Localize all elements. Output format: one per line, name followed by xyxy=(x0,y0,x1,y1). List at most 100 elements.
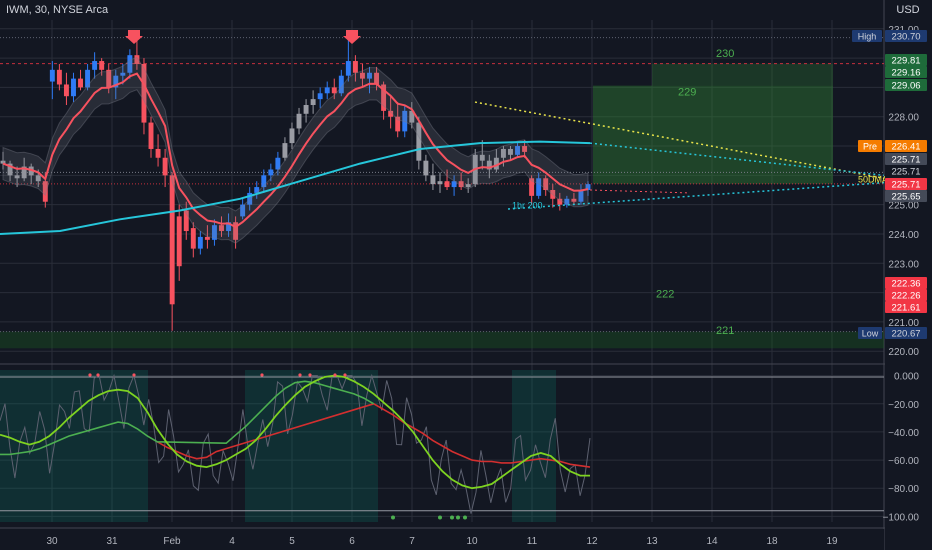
annotation-label: 221 xyxy=(716,325,734,337)
price-tag-value: 225.71 xyxy=(891,167,920,178)
candle-body xyxy=(465,184,471,188)
price-tag-value: 229.06 xyxy=(891,81,920,92)
price-tag xyxy=(885,289,927,301)
candle-body xyxy=(338,75,344,94)
moving-averages xyxy=(0,56,885,244)
candle-body xyxy=(233,222,239,240)
sell-signal-arrow xyxy=(125,29,143,44)
time-tick-label: 6 xyxy=(349,536,355,547)
candle-body xyxy=(162,157,168,176)
trend-line-red xyxy=(589,189,691,194)
target-zone-upper xyxy=(652,63,833,86)
time-tick-label: 30 xyxy=(46,536,58,547)
candle-body xyxy=(14,175,20,179)
candle-body xyxy=(183,210,189,232)
osc-buy-dot xyxy=(391,515,395,520)
osc-tick-label: −100.00 xyxy=(883,512,920,523)
price-tag xyxy=(885,178,927,190)
osc-slow-line-red xyxy=(156,402,591,468)
candle-body xyxy=(529,178,535,196)
osc-buy-dot xyxy=(438,515,442,520)
ema-line xyxy=(2,72,589,229)
candle-body xyxy=(402,110,408,132)
annotations: 230 229 50DMA 1hr 200 222 221 xyxy=(125,29,888,337)
price-tag xyxy=(885,327,927,339)
candle-body xyxy=(437,181,443,185)
candle-body xyxy=(155,148,161,158)
annotation-label: 229 xyxy=(678,86,696,98)
osc-sell-dot xyxy=(96,373,100,377)
candle-body xyxy=(282,143,288,158)
currency-label[interactable]: USD xyxy=(896,4,920,16)
candle-body xyxy=(71,78,76,97)
osc-sell-dot xyxy=(260,373,264,377)
osc-buy-dot xyxy=(450,515,454,520)
candle-body xyxy=(409,110,415,123)
osc-sell-dot xyxy=(88,373,92,377)
price-axis[interactable]: 231.00228.00225.00224.00223.00221.00220.… xyxy=(852,0,932,550)
candle-body xyxy=(190,228,196,249)
candle-body xyxy=(35,175,41,182)
candle-body xyxy=(324,87,330,94)
time-axis[interactable]: 30 31 Feb 4 5 6 7 10 11 12 13 14 18 19 xyxy=(0,529,884,550)
osc-sell-dot xyxy=(132,373,136,377)
candle-body xyxy=(0,160,6,164)
candle-body xyxy=(56,69,62,85)
price-tick-label: 224.00 xyxy=(888,230,919,241)
ema-ribbon xyxy=(2,56,589,244)
candle-body xyxy=(317,93,323,100)
candle-body xyxy=(176,216,182,267)
price-tag-name: High xyxy=(858,32,877,42)
support-zone xyxy=(0,331,884,349)
oscillator-pane[interactable] xyxy=(0,370,884,522)
price-tag-value: 229.81 xyxy=(891,56,920,67)
osc-buy-dot xyxy=(463,515,467,520)
candle-body xyxy=(536,178,542,196)
candle-body xyxy=(169,175,175,305)
osc-buy-dot xyxy=(456,515,460,520)
candle-body xyxy=(395,116,401,132)
price-tag xyxy=(885,153,927,165)
price-tag-value: 222.26 xyxy=(891,291,920,302)
osc-tick-label: −60.00 xyxy=(888,456,919,467)
candle-body xyxy=(254,187,260,193)
candlestick-series[interactable] xyxy=(0,37,591,331)
candle-body xyxy=(127,55,133,73)
osc-fast-line xyxy=(0,374,590,490)
candle-body xyxy=(423,160,429,176)
time-tick-label: 13 xyxy=(646,536,658,547)
symbol-title[interactable]: IWM, 30, NYSE Arca xyxy=(6,4,109,16)
time-tick-label: 7 xyxy=(409,536,415,547)
osc-sell-dot xyxy=(333,373,337,377)
price-tick-label: 225.00 xyxy=(888,201,919,212)
target-zone xyxy=(593,85,833,184)
time-tick-label: 12 xyxy=(586,536,598,547)
time-tick-label: 10 xyxy=(466,536,478,547)
price-tag-value: 225.71 xyxy=(891,155,920,166)
candle-body xyxy=(451,181,457,188)
osc-slow-line-green xyxy=(0,380,375,456)
candle-body xyxy=(515,146,520,155)
price-tag-badge xyxy=(852,30,882,42)
candle-body xyxy=(479,154,485,161)
candle-body xyxy=(78,78,83,88)
time-tick-label: 11 xyxy=(527,536,538,547)
price-tag-value: 221.61 xyxy=(891,303,920,314)
candle-body xyxy=(557,198,563,205)
price-tag-value: 222.36 xyxy=(891,279,920,290)
time-tick-label: 14 xyxy=(706,536,718,547)
price-tick-label: 220.00 xyxy=(888,347,919,358)
candle-body xyxy=(211,225,217,240)
price-tag xyxy=(885,66,927,78)
price-tag-value: 220.67 xyxy=(891,329,920,340)
osc-tick-label: −80.00 xyxy=(888,484,919,495)
price-tag xyxy=(885,140,927,152)
price-tag xyxy=(885,30,927,42)
candle-body xyxy=(63,84,69,97)
time-axis-bg xyxy=(0,529,884,550)
candle-body xyxy=(550,190,556,199)
osc-tick-label: −20.00 xyxy=(888,400,919,411)
candle-body xyxy=(99,61,105,70)
price-tag xyxy=(885,190,927,202)
